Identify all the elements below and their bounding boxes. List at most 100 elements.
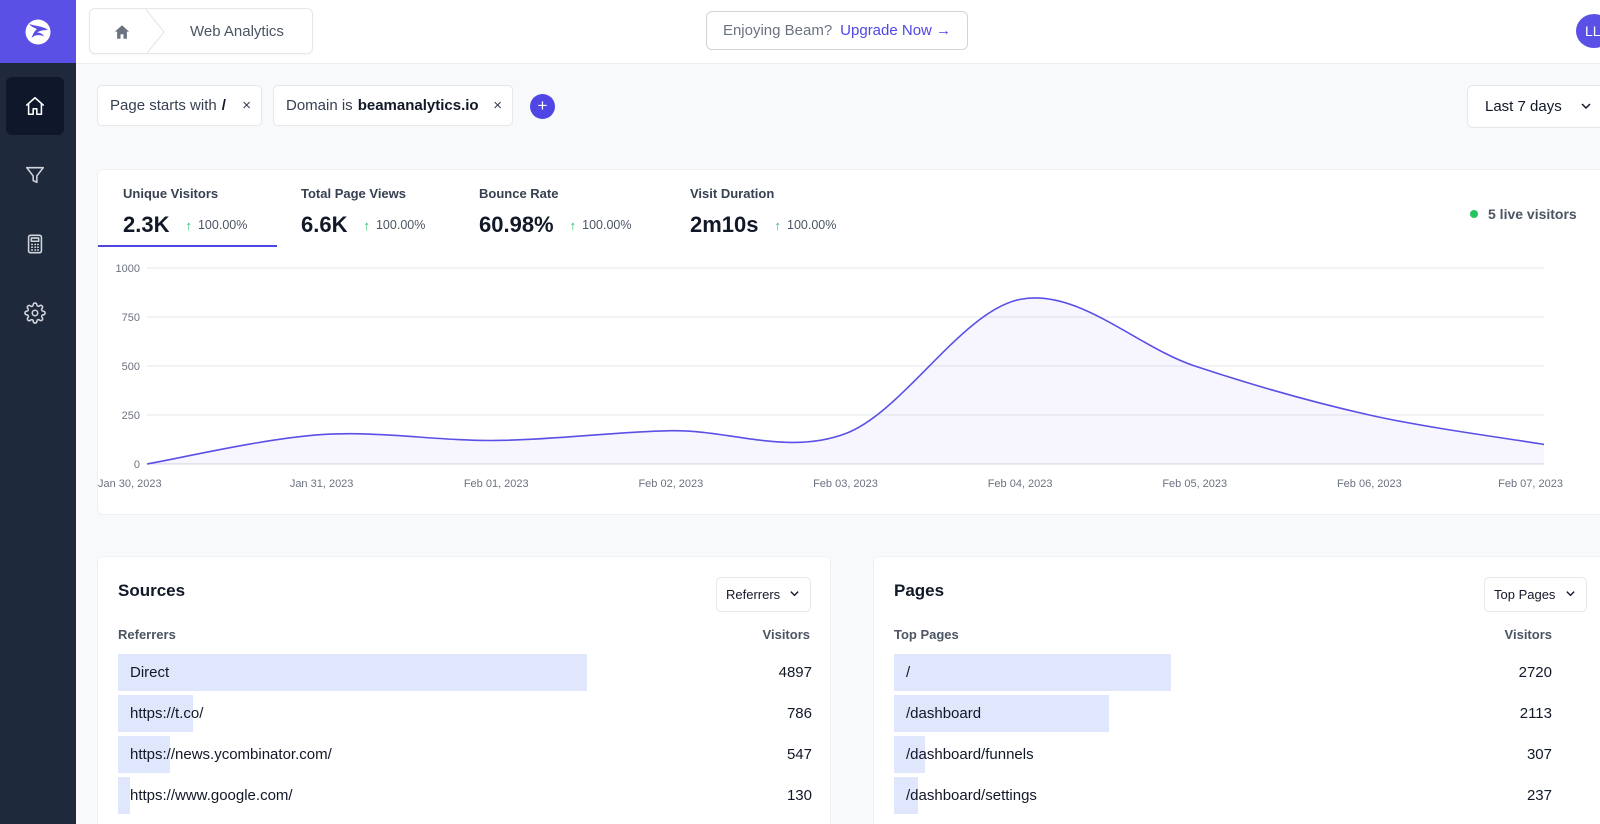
row-value: 130 [786, 787, 812, 804]
stat-total-page-views[interactable]: Total Page Views 6.6K ↑ 100.00% [301, 186, 425, 238]
row-bar [118, 736, 170, 773]
date-range-select[interactable]: Last 7 days [1467, 85, 1600, 128]
data-point[interactable] [1017, 296, 1023, 302]
stat-visit-duration[interactable]: Visit Duration 2m10s ↑ 100.00% [690, 186, 836, 238]
chevron-down-icon [1581, 103, 1591, 110]
filter-value: / [221, 97, 226, 114]
nav-calculator[interactable] [6, 215, 64, 273]
calculator-icon [27, 234, 43, 254]
data-point[interactable] [668, 428, 674, 434]
filter-chip-domain[interactable]: Domain is beamanalytics.io × [273, 85, 513, 126]
dropdown-value: Referrers [726, 587, 781, 602]
remove-filter-button[interactable]: × [242, 97, 251, 114]
user-avatar[interactable]: LL [1576, 14, 1600, 48]
data-point[interactable] [1192, 363, 1198, 369]
data-point[interactable] [319, 432, 325, 438]
row-bar [894, 695, 1109, 732]
stat-change: ↑ 100.00% [363, 218, 425, 233]
row-name: / [906, 664, 911, 681]
table-row[interactable]: https://news.ycombinator.com/547 [118, 736, 812, 773]
x-tick-label: Feb 01, 2023 [464, 478, 529, 490]
filter-prefix: Domain is [286, 97, 353, 114]
live-dot-icon [1470, 210, 1478, 218]
stat-bounce-rate[interactable]: Bounce Rate 60.98% ↑ 100.00% [479, 186, 631, 238]
filter-prefix: Page starts with [110, 97, 217, 114]
beam-logo[interactable] [0, 0, 76, 63]
row-name: /dashboard/funnels [906, 746, 1034, 763]
row-name: /dashboard/settings [906, 787, 1037, 804]
table-row[interactable]: / 2720 [894, 654, 1588, 691]
stat-change-value: 100.00% [582, 218, 632, 232]
data-point[interactable] [843, 431, 849, 437]
visitors-chart: 0 250 500 750 1000 Jan 30, 2023 Jan 31, 2023 Fe… [98, 263, 1563, 490]
add-filter-button[interactable]: + [530, 94, 555, 119]
remove-filter-button[interactable]: × [493, 97, 502, 114]
data-point[interactable] [1541, 441, 1547, 447]
nav-settings[interactable] [6, 284, 64, 342]
home-icon [114, 25, 130, 39]
breadcrumb-label: Web Analytics [190, 23, 284, 40]
stat-unique-visitors[interactable]: Unique Visitors 2.3K ↑ 100.00% [123, 186, 247, 238]
table-row[interactable]: /dashboard/funnels 307 [894, 736, 1588, 773]
beam-logo-icon [25, 19, 51, 44]
filter-chip-page[interactable]: Page starts with / × [97, 85, 262, 126]
x-tick-label: Feb 04, 2023 [988, 478, 1053, 490]
data-point[interactable] [493, 437, 499, 443]
row-bar [894, 736, 925, 773]
breadcrumb-home[interactable] [90, 9, 154, 53]
table-row[interactable]: https://t.co/786 [118, 695, 812, 732]
upgrade-banner: Enjoying Beam? Upgrade Now → [706, 11, 968, 50]
pages-panel: Pages Top Pages Top Pages Visitors / 2720… [873, 556, 1600, 824]
row-name: /dashboard [906, 705, 982, 722]
y-tick-label: 500 [122, 361, 140, 373]
chevron-down-icon [1566, 591, 1575, 597]
row-bar [894, 777, 918, 814]
y-tick-label: 1000 [116, 263, 140, 275]
x-tick-label: Feb 03, 2023 [813, 478, 878, 490]
nav-funnels[interactable] [6, 146, 64, 204]
referrers-dropdown[interactable]: Referrers [716, 577, 811, 612]
stats-card: Unique Visitors 2.3K ↑ 100.00% Total Page… [97, 169, 1600, 515]
x-tick-label: Feb 07, 2023 [1498, 478, 1563, 490]
table-row[interactable]: Direct 4897 [118, 654, 812, 691]
column-header-name: Referrers [118, 627, 176, 642]
column-header-name: Top Pages [894, 627, 959, 642]
stat-value: 6.6K [301, 212, 348, 237]
series-area [147, 297, 1544, 464]
chevron-down-icon [790, 591, 799, 597]
row-name: https://www.google.com/ [130, 787, 293, 804]
table-row[interactable]: /dashboard 2113 [894, 695, 1588, 732]
data-point[interactable] [1366, 412, 1372, 418]
nav-home[interactable] [6, 77, 64, 135]
top-pages-dropdown[interactable]: Top Pages [1484, 577, 1587, 612]
y-tick-label: 0 [134, 459, 140, 471]
stat-label: Bounce Rate [479, 186, 559, 201]
arrow-up-icon: ↑ [569, 217, 577, 233]
row-value: 2113 [1519, 705, 1552, 722]
row-value: 307 [1526, 746, 1552, 763]
funnel-icon [25, 166, 45, 184]
x-tick-label: Jan 30, 2023 [98, 478, 162, 490]
row-bar [118, 654, 587, 691]
dropdown-value: Top Pages [1494, 587, 1556, 602]
row-name: https://t.co/ [130, 705, 204, 722]
stat-value: 60.98% [479, 212, 554, 237]
upgrade-now-link[interactable]: Upgrade Now → [840, 22, 952, 39]
stat-change: ↑ 100.00% [775, 218, 837, 233]
row-name: Direct [130, 664, 170, 681]
table-row[interactable]: https://www.google.com/130 [118, 777, 812, 814]
row-value: 237 [1526, 787, 1552, 804]
top-bar: Web Analytics Enjoying Beam? Upgrade Now… [76, 0, 1600, 64]
row-bar [118, 695, 193, 732]
stat-change-value: 100.00% [197, 218, 248, 232]
stat-value: 2m10s [690, 212, 759, 237]
promo-text: Enjoying Beam? [722, 22, 833, 39]
row-value: 786 [786, 705, 812, 722]
table-row[interactable]: /dashboard/settings 237 [894, 777, 1588, 814]
x-tick-label: Feb 05, 2023 [1162, 478, 1227, 490]
stat-change-value: 100.00% [787, 218, 837, 232]
filter-value: beamanalytics.io [357, 97, 479, 114]
row-bar [894, 654, 1171, 691]
y-tick-label: 250 [122, 410, 140, 422]
data-point[interactable] [144, 461, 150, 467]
